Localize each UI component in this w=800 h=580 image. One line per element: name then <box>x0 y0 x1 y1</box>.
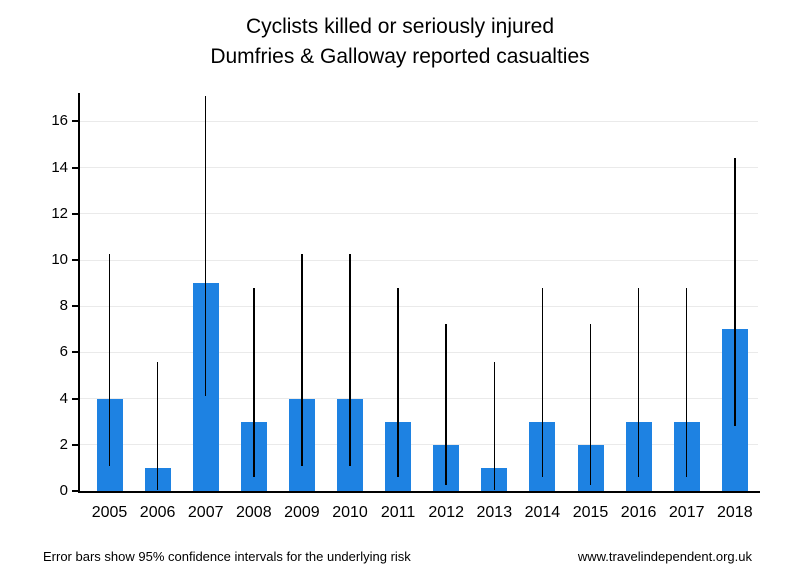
chart-title-line2: Dumfries & Galloway reported casualties <box>210 45 590 68</box>
y-axis-tick-label: 12 <box>51 204 68 222</box>
y-axis-tick-label: 16 <box>51 112 68 130</box>
x-axis-tick-label: 2016 <box>620 504 657 521</box>
gridline <box>80 120 758 122</box>
y-axis-tick <box>72 166 78 169</box>
x-axis-tick-label: 2011 <box>380 504 416 521</box>
y-axis-tick <box>72 443 78 446</box>
y-axis-tick-label: 0 <box>59 482 68 499</box>
chart-title: Cyclists killed or seriously injured Dum… <box>0 12 800 72</box>
error-bar-2007 <box>204 96 207 396</box>
x-axis-tick-label: 2006 <box>139 504 176 521</box>
gridline <box>80 259 758 261</box>
error-bar-2011 <box>397 288 399 477</box>
y-axis-tick <box>72 212 78 215</box>
error-bar-2010 <box>349 254 351 466</box>
error-bar-2005 <box>108 254 111 466</box>
plot-area: 0 2 4 6 8 10 12 14 16 2005 2006 2007 2008 2009 2010 201… <box>51 93 760 521</box>
y-axis-tick-label: 8 <box>59 297 68 315</box>
x-axis-tick-label: 2012 <box>428 504 464 521</box>
y-axis-tick-label: 6 <box>59 343 68 361</box>
x-axis-tick-label: 2015 <box>572 504 609 521</box>
error-bar-2013 <box>493 362 496 491</box>
x-axis-tick-label: 2007 <box>187 504 224 521</box>
y-axis-tick-label: 14 <box>51 158 68 176</box>
x-axis-tick-label: 2018 <box>717 504 753 521</box>
error-bar-2014 <box>541 288 544 477</box>
error-bar-2017 <box>685 288 688 477</box>
error-bar-2008 <box>253 288 255 477</box>
y-axis <box>78 93 80 493</box>
gridline <box>80 213 758 215</box>
x-axis-tick-label: 2017 <box>668 504 705 521</box>
gridline <box>80 444 758 446</box>
y-axis-tick <box>72 120 78 123</box>
x-axis <box>78 491 760 493</box>
error-bar-2016 <box>637 288 640 477</box>
x-axis-tick-label: 2005 <box>91 504 128 521</box>
gridline <box>80 167 758 169</box>
x-axis-tick-label: 2008 <box>236 504 272 521</box>
x-axis-tick-label: 2010 <box>332 504 368 521</box>
error-bar-2006 <box>156 362 159 491</box>
y-axis-tick-label: 2 <box>59 435 68 453</box>
y-axis-tick-label: 4 <box>59 389 68 407</box>
error-bar-note: Error bars show 95% confidence intervals… <box>43 549 411 564</box>
y-axis-tick <box>72 305 78 308</box>
gridline <box>80 351 758 353</box>
gridline <box>80 398 758 400</box>
chart-title-line1: Cyclists killed or seriously injured <box>245 15 555 38</box>
y-axis-tick <box>72 351 78 354</box>
y-axis-tick <box>72 259 78 261</box>
x-axis-tick-label: 2014 <box>524 504 561 521</box>
x-axis-tick-label: 2013 <box>476 504 513 521</box>
y-axis-tick-label: 10 <box>51 251 68 268</box>
error-bar-2015 <box>589 324 592 486</box>
website-url: www.travelindependent.org.uk <box>577 549 752 564</box>
y-axis-tick <box>72 490 78 492</box>
error-bar-2009 <box>301 254 303 466</box>
error-bar-2012 <box>445 324 447 486</box>
y-axis-tick <box>72 397 78 400</box>
gridline <box>80 305 758 307</box>
error-bar-2018 <box>734 157 736 427</box>
x-axis-tick-label: 2009 <box>284 504 320 521</box>
